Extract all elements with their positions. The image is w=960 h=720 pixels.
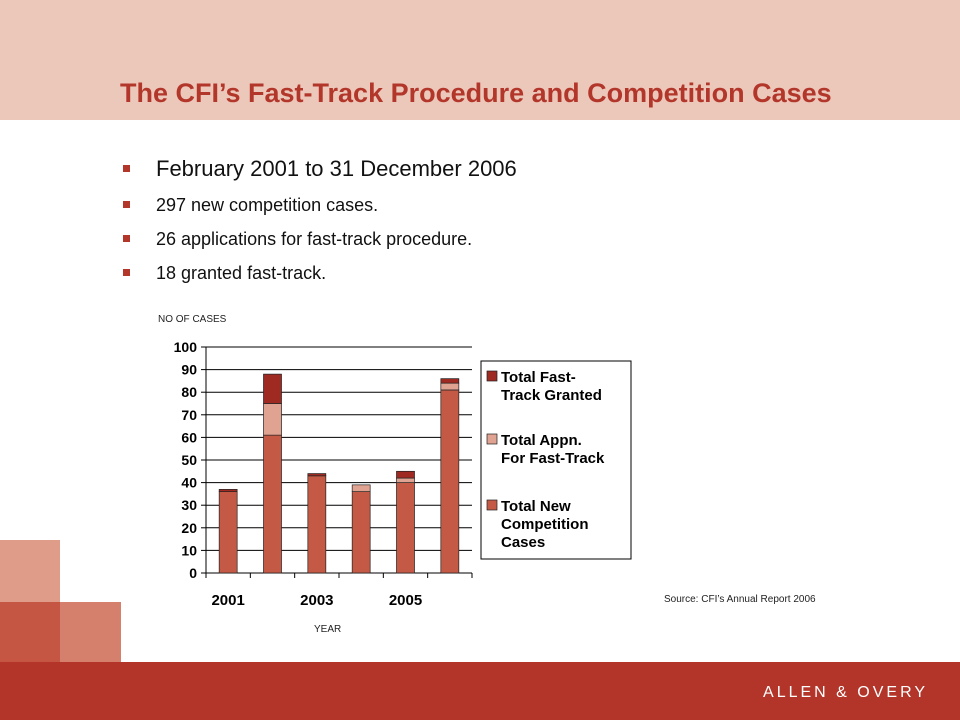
legend-swatch bbox=[486, 499, 498, 511]
bar-segment bbox=[218, 489, 238, 492]
y-tick-label: 100 bbox=[174, 339, 198, 355]
bar-segment bbox=[440, 378, 460, 384]
y-tick-label: 20 bbox=[181, 520, 197, 536]
y-tick-label: 40 bbox=[181, 475, 197, 491]
bar-segment bbox=[218, 491, 238, 574]
bullet-item: 26 applications for fast-track procedure… bbox=[120, 222, 517, 256]
y-tick-label: 90 bbox=[181, 362, 197, 378]
bullet-text: 26 applications for fast-track procedure… bbox=[156, 229, 473, 249]
x-tick-label: 2003 bbox=[300, 592, 333, 609]
bar-segment bbox=[307, 475, 327, 574]
bullet-item: February 2001 to 31 December 2006 bbox=[120, 150, 517, 188]
legend-box bbox=[480, 360, 632, 560]
bar-segment bbox=[263, 403, 282, 436]
legend-label: Track Granted bbox=[501, 387, 602, 404]
bar-segment bbox=[263, 373, 282, 404]
bar-segment bbox=[396, 482, 415, 574]
bullet-square-icon bbox=[123, 269, 130, 276]
brand-logo: ALLEN & OVERY bbox=[763, 684, 928, 701]
legend-label: Total New bbox=[501, 498, 571, 515]
bar-segment bbox=[396, 470, 415, 479]
legend-swatch bbox=[486, 433, 498, 445]
bullet-text: February 2001 to 31 December 2006 bbox=[156, 156, 517, 181]
bar-segment bbox=[307, 473, 327, 477]
bullet-item: 297 new competition cases. bbox=[120, 188, 517, 222]
bar-segment bbox=[396, 477, 415, 483]
y-tick-label: 0 bbox=[189, 565, 197, 581]
bullet-text: 297 new competition cases. bbox=[156, 195, 379, 215]
y-tick-label: 30 bbox=[181, 497, 197, 513]
decorative-square bbox=[0, 602, 60, 662]
y-tick-label: 70 bbox=[181, 407, 197, 423]
header-band bbox=[0, 0, 960, 120]
decorative-square bbox=[0, 540, 60, 602]
source-note: Source: CFI’s Annual Report 2006 bbox=[664, 594, 816, 605]
legend-swatch bbox=[486, 370, 498, 382]
x-axis-title: YEAR bbox=[314, 624, 342, 635]
x-tick-label: 2005 bbox=[389, 592, 422, 609]
y-tick-label: 50 bbox=[181, 452, 197, 468]
bar-segment bbox=[263, 434, 282, 574]
y-axis-title: NO OF CASES bbox=[158, 314, 227, 325]
bar-segment bbox=[351, 484, 371, 492]
bullet-square-icon bbox=[123, 165, 130, 172]
bullet-text: 18 granted fast-track. bbox=[156, 263, 327, 283]
bar-segment bbox=[440, 389, 460, 574]
y-tick-label: 80 bbox=[181, 384, 197, 400]
bullet-item: 18 granted fast-track. bbox=[120, 256, 517, 290]
legend-label: Total Appn. bbox=[501, 432, 582, 449]
decorative-square bbox=[60, 602, 121, 662]
y-tick-label: 10 bbox=[181, 542, 197, 558]
bullet-square-icon bbox=[123, 201, 130, 208]
legend-label: Competition bbox=[501, 516, 589, 533]
legend-label: For Fast-Track bbox=[501, 450, 605, 467]
bullet-square-icon bbox=[123, 235, 130, 242]
x-tick-label: 2001 bbox=[211, 592, 244, 609]
legend-label: Cases bbox=[501, 534, 545, 551]
slide-title: The CFI’s Fast-Track Procedure and Compe… bbox=[120, 78, 832, 108]
bar-segment bbox=[351, 491, 371, 574]
bar-segment bbox=[440, 382, 460, 391]
y-tick-label: 60 bbox=[181, 429, 197, 445]
bullet-list: February 2001 to 31 December 2006 297 ne… bbox=[120, 150, 517, 290]
legend-label: Total Fast- bbox=[501, 369, 576, 386]
footer-band: ALLEN & OVERY bbox=[0, 662, 960, 720]
